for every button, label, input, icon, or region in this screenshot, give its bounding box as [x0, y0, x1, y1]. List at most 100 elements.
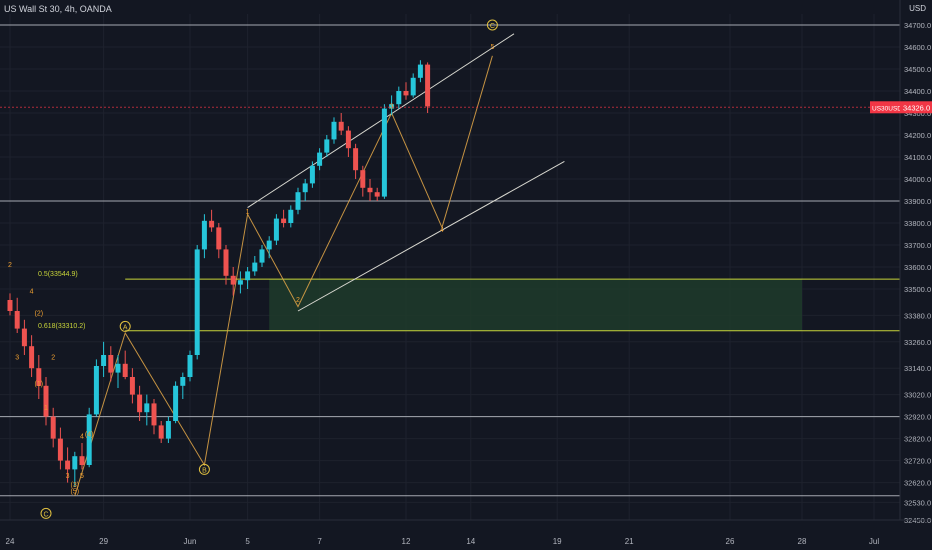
candle-body [309, 165, 315, 184]
wave-label-circle [40, 507, 52, 519]
y-tick-label: 34100.0 [904, 153, 931, 162]
y-tick-label: 32820.0 [904, 435, 931, 444]
candle-body [36, 368, 42, 386]
candle-body [65, 460, 71, 470]
candle-body [288, 209, 294, 223]
y-tick-label: 32620.0 [904, 479, 931, 488]
candle-body [381, 108, 387, 197]
candle-body [101, 355, 107, 366]
y-tick-label: 34500.0 [904, 65, 931, 74]
candle-body [173, 385, 179, 421]
currency-label: USD [909, 4, 926, 13]
y-tick-label: 33380.0 [904, 311, 931, 320]
candle-body [295, 192, 301, 210]
y-tick-label: 32720.0 [904, 457, 931, 466]
candle-body [396, 91, 402, 105]
y-tick-label: 33020.0 [904, 391, 931, 400]
candle-body [360, 170, 366, 188]
fib-level-label: 0.618(33310.2) [38, 323, 85, 330]
candle-body [180, 377, 186, 386]
wave-label: (2) [35, 310, 44, 317]
y-tick-label: 34000.0 [904, 175, 931, 184]
candle-body [259, 249, 265, 263]
candle-body [144, 403, 150, 413]
candle-body [165, 421, 171, 439]
candle-body [7, 300, 13, 311]
candle-body [158, 425, 164, 439]
wave-label: 5 [80, 473, 84, 480]
candle-body [324, 139, 330, 153]
price-tag [900, 101, 932, 114]
candle-body [108, 355, 114, 373]
candle-body [194, 249, 200, 355]
x-tick-label: 19 [553, 537, 562, 546]
symbol-tag-label: US30USD [872, 105, 902, 112]
wave-label: 1 [44, 405, 48, 412]
wave-label: B [202, 467, 207, 474]
y-tick-label: 34700.0 [904, 21, 931, 30]
x-tick-label: 14 [466, 537, 475, 546]
candle-body [201, 220, 207, 250]
chart-title: US Wall St 30, 4h, OANDA [4, 4, 112, 14]
fib-zone [269, 279, 802, 331]
wave-label: 4 [80, 434, 84, 441]
channel-lower-line [297, 160, 565, 312]
y-tick-label: 33900.0 [904, 197, 931, 206]
wave-label: (4) [85, 431, 94, 438]
wave-label: 2 [8, 262, 12, 269]
x-tick-label: 5 [245, 537, 250, 546]
candle-body [338, 121, 344, 131]
y-tick-label: 33500.0 [904, 285, 931, 294]
candle-body [417, 64, 423, 78]
candle-body [425, 64, 431, 107]
candle-body [252, 262, 258, 272]
y-tick-label: 33700.0 [904, 241, 931, 250]
symbol-tag [870, 101, 900, 114]
x-tick-label: 21 [625, 537, 634, 546]
candle-body [93, 366, 99, 415]
x-tick-label: 24 [6, 537, 15, 546]
wave-label: A [123, 324, 128, 331]
candle-body [86, 414, 92, 465]
wave-label-circle [486, 19, 498, 31]
x-tick-label: 28 [798, 537, 807, 546]
candle-body [237, 280, 243, 285]
wave-label-circle [198, 463, 210, 475]
y-tick-label: 34200.0 [904, 131, 931, 140]
candle-body [273, 218, 279, 241]
wave-label: C [43, 511, 48, 518]
candle-body [302, 183, 308, 193]
candle-body [129, 377, 135, 395]
candle-body [331, 121, 337, 140]
candle-body [216, 227, 222, 250]
candle-body [345, 130, 351, 149]
y-tick-label: 34300.0 [904, 109, 931, 118]
candle-body [50, 416, 56, 439]
candle-body [137, 394, 143, 413]
y-tick-label: 33600.0 [904, 263, 931, 272]
candle-body [367, 187, 373, 193]
wave-label: 3 [390, 104, 394, 111]
candle-body [57, 438, 63, 461]
x-tick-label: 26 [726, 537, 735, 546]
candle-body [43, 385, 49, 417]
candle-body [151, 403, 157, 426]
candle-body [403, 91, 409, 96]
y-tick-label: 32920.0 [904, 413, 931, 422]
wave-label: 5 [490, 44, 494, 51]
elliott-wave-path [74, 55, 493, 496]
wave-label: 1 [246, 209, 250, 216]
y-tick-label: 32530.0 [904, 498, 931, 507]
wave-label: (5) [71, 489, 80, 496]
wave-label: 2 [51, 354, 55, 361]
y-tick-label: 34600.0 [904, 43, 931, 52]
candle-body [317, 152, 323, 166]
x-tick-label: 12 [402, 537, 411, 546]
candle-body [72, 456, 78, 470]
price-axis [900, 0, 932, 550]
candle-body [14, 311, 20, 329]
candle-body [281, 218, 287, 223]
y-tick-label: 34400.0 [904, 87, 931, 96]
y-tick-label: 33260.0 [904, 338, 931, 347]
